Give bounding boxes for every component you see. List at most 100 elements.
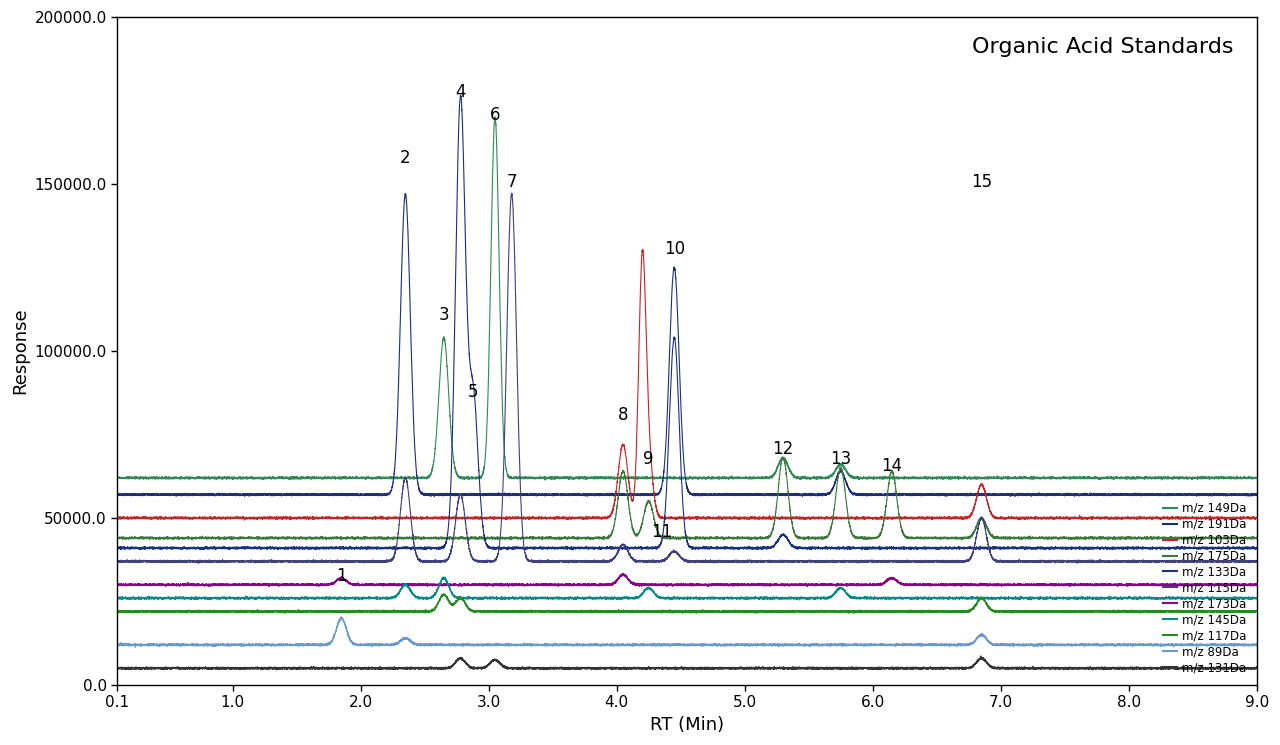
Text: 10: 10 — [664, 240, 685, 258]
Line: m/z 115Da: m/z 115Da — [118, 193, 1257, 563]
Line: m/z 103Da: m/z 103Da — [118, 250, 1257, 520]
m/z 89Da — [1132, 641, 1147, 650]
m/z 175Da — [1100, 533, 1115, 542]
m/z 103Da — [110, 514, 125, 523]
m/z 149Da — [1249, 474, 1265, 483]
Line: m/z 175Da: m/z 175Da — [118, 457, 1257, 540]
m/z 175Da — [776, 453, 791, 462]
m/z 103Da — [1249, 513, 1265, 522]
Line: m/z 173Da: m/z 173Da — [118, 574, 1257, 586]
m/z 115Da — [1100, 557, 1115, 565]
m/z 175Da — [110, 533, 125, 542]
m/z 115Da — [1132, 557, 1147, 566]
m/z 131Da — [973, 651, 988, 660]
X-axis label: RT (Min): RT (Min) — [650, 716, 724, 734]
m/z 133Da — [453, 91, 468, 100]
Text: 12: 12 — [772, 440, 794, 458]
m/z 175Da — [622, 508, 637, 517]
m/z 115Da — [1249, 558, 1265, 567]
m/z 103Da — [237, 516, 252, 524]
m/z 175Da — [1247, 533, 1262, 542]
m/z 117Da — [110, 606, 125, 615]
m/z 103Da — [622, 485, 637, 494]
m/z 173Da — [110, 581, 125, 590]
m/z 117Da — [846, 609, 861, 618]
m/z 115Da — [1234, 557, 1249, 566]
Line: m/z 191Da: m/z 191Da — [118, 194, 1257, 496]
m/z 115Da — [504, 188, 520, 197]
m/z 117Da — [436, 589, 452, 598]
Line: m/z 145Da: m/z 145Da — [118, 577, 1257, 600]
m/z 117Da — [837, 607, 852, 616]
m/z 191Da — [1132, 490, 1147, 499]
m/z 89Da — [1247, 641, 1262, 650]
m/z 131Da — [110, 664, 125, 673]
m/z 175Da — [1249, 533, 1265, 542]
m/z 173Da — [800, 582, 815, 591]
m/z 191Da — [398, 189, 413, 198]
m/z 133Da — [622, 544, 637, 553]
m/z 191Da — [1249, 490, 1265, 499]
m/z 103Da — [1247, 513, 1262, 522]
m/z 149Da — [110, 473, 125, 482]
m/z 117Da — [1234, 606, 1249, 615]
m/z 145Da — [837, 586, 852, 595]
m/z 191Da — [110, 489, 125, 498]
m/z 117Da — [1100, 607, 1115, 616]
Line: m/z 131Da: m/z 131Da — [118, 656, 1257, 670]
Text: 14: 14 — [882, 457, 902, 475]
m/z 133Da — [1247, 543, 1262, 552]
m/z 133Da — [1234, 544, 1249, 553]
m/z 173Da — [1249, 580, 1265, 589]
Text: 8: 8 — [618, 407, 628, 425]
Line: m/z 133Da: m/z 133Da — [118, 95, 1257, 550]
m/z 133Da — [1132, 544, 1147, 553]
m/z 149Da — [1132, 473, 1147, 482]
m/z 131Da — [1084, 665, 1100, 674]
m/z 103Da — [1234, 513, 1249, 522]
m/z 115Da — [837, 557, 852, 565]
m/z 191Da — [622, 490, 637, 499]
m/z 133Da — [1100, 545, 1115, 554]
m/z 173Da — [1132, 580, 1147, 589]
Text: Organic Acid Standards: Organic Acid Standards — [973, 37, 1234, 57]
m/z 89Da — [1249, 640, 1265, 649]
Text: 4: 4 — [456, 83, 466, 101]
m/z 173Da — [837, 580, 852, 589]
m/z 131Da — [837, 663, 852, 672]
m/z 89Da — [110, 641, 125, 650]
m/z 89Da — [622, 640, 637, 649]
Y-axis label: Response: Response — [12, 308, 29, 394]
Legend: m/z 149Da, m/z 191Da, m/z 103Da, m/z 175Da, m/z 133Da, m/z 115Da, m/z 173Da, m/z: m/z 149Da, m/z 191Da, m/z 103Da, m/z 175… — [1158, 497, 1251, 679]
m/z 115Da — [191, 559, 206, 568]
m/z 133Da — [114, 545, 129, 554]
m/z 131Da — [622, 664, 637, 673]
Text: 5: 5 — [468, 383, 479, 401]
Text: 7: 7 — [507, 173, 517, 191]
m/z 117Da — [1247, 607, 1262, 616]
m/z 103Da — [1100, 513, 1115, 522]
m/z 115Da — [1247, 557, 1262, 566]
m/z 133Da — [837, 543, 852, 552]
m/z 133Da — [110, 543, 125, 552]
m/z 145Da — [435, 572, 451, 581]
m/z 145Da — [1132, 594, 1147, 603]
m/z 191Da — [1100, 490, 1115, 499]
m/z 145Da — [792, 595, 808, 604]
Text: 15: 15 — [972, 173, 992, 191]
m/z 145Da — [110, 595, 125, 603]
m/z 117Da — [1132, 608, 1147, 617]
m/z 149Da — [1247, 474, 1262, 483]
m/z 173Da — [622, 577, 637, 586]
m/z 89Da — [128, 643, 143, 652]
m/z 89Da — [1100, 640, 1115, 649]
m/z 175Da — [184, 536, 200, 545]
m/z 103Da — [635, 245, 650, 254]
m/z 117Da — [622, 606, 637, 615]
Line: m/z 149Da: m/z 149Da — [118, 117, 1257, 480]
Line: m/z 89Da: m/z 89Da — [118, 617, 1257, 647]
m/z 117Da — [1249, 607, 1265, 616]
m/z 173Da — [1100, 580, 1115, 589]
Text: 11: 11 — [650, 523, 672, 542]
m/z 133Da — [1249, 543, 1265, 552]
